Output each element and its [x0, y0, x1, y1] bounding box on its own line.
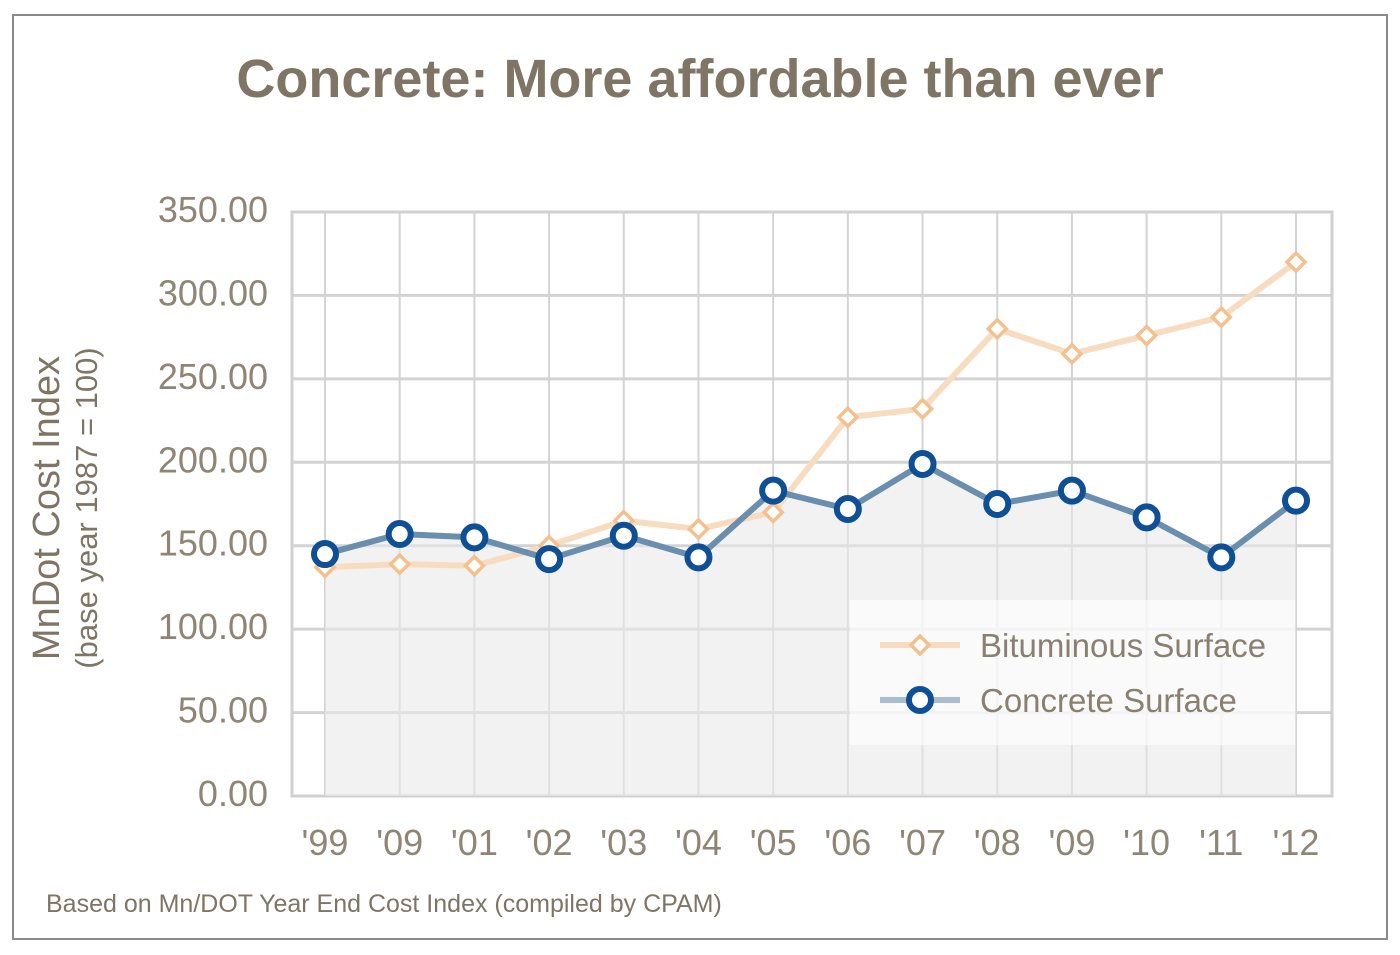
x-tick-label: '08	[974, 822, 1021, 863]
concrete-point	[1207, 543, 1236, 572]
concrete-point	[908, 449, 937, 478]
bituminous-point	[1284, 250, 1308, 274]
x-tick-label: '11	[1199, 822, 1243, 863]
legend-marker-bituminous	[908, 633, 932, 657]
bituminous-point	[1209, 305, 1233, 329]
bituminous-point	[911, 397, 935, 421]
x-tick-label: '12	[1273, 822, 1320, 863]
concrete-point	[1057, 476, 1086, 505]
bituminous-point	[985, 317, 1009, 341]
chart-title: Concrete: More affordable than ever	[236, 49, 1164, 109]
bituminous-point	[462, 554, 486, 578]
x-tick-label: '02	[526, 822, 573, 863]
x-tick-label: '10	[1123, 822, 1170, 863]
bituminous-point	[388, 552, 412, 576]
concrete-point	[684, 543, 713, 572]
legend-label-concrete: Concrete Surface	[980, 682, 1237, 719]
concrete-point	[983, 490, 1012, 518]
bituminous-point	[686, 517, 710, 541]
concrete-point	[609, 521, 638, 550]
concrete-point	[460, 523, 489, 552]
x-tick-label: '06	[824, 822, 871, 863]
y-tick-label: 250.00	[158, 356, 268, 397]
bituminous-point	[761, 500, 785, 524]
concrete-point	[759, 476, 788, 505]
legend-box	[850, 600, 1295, 745]
x-tick-label: '03	[600, 822, 647, 863]
legend-marker-concrete	[906, 686, 934, 714]
bituminous-line	[324, 259, 1298, 571]
bituminous-point	[1060, 342, 1084, 366]
y-tick-label: 50.00	[178, 690, 268, 731]
x-tick-label: '09	[1048, 822, 1095, 863]
footnote: Based on Mn/DOT Year End Cost Index (com…	[46, 890, 722, 918]
bituminous-point	[1135, 323, 1159, 347]
x-tick-label: '01	[451, 822, 498, 863]
concrete-point	[833, 495, 862, 524]
x-tick-label: '09	[376, 822, 423, 863]
y-tick-label: 0.00	[198, 773, 268, 814]
concrete-point	[535, 545, 564, 574]
y-tick-label: 300.00	[158, 272, 268, 313]
y-tick-label: 150.00	[158, 523, 268, 564]
concrete-point	[1132, 503, 1161, 532]
x-tick-label: '99	[302, 822, 349, 863]
x-tick-label: '04	[675, 822, 722, 863]
bituminous-point	[836, 405, 860, 429]
concrete-point	[311, 540, 339, 569]
concrete-point	[385, 520, 414, 549]
y-tick-label: 350.00	[158, 189, 268, 230]
concrete-point	[1282, 486, 1310, 515]
y-tick-label: 200.00	[158, 439, 268, 480]
y-tick-label: 100.00	[158, 606, 268, 647]
x-tick-label: '05	[750, 822, 797, 863]
legend-label-bituminous: Bituminous Surface	[980, 627, 1266, 664]
x-tick-label: '07	[899, 822, 946, 863]
